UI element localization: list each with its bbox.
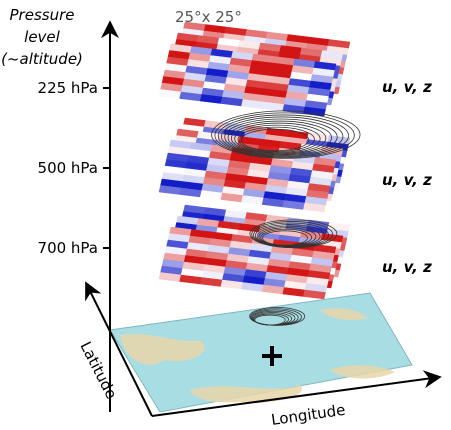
- vortex-ring: [237, 126, 315, 153]
- variables-label: u, v, z: [382, 258, 432, 276]
- field-sheet: [158, 139, 337, 213]
- level-stack: [158, 117, 351, 213]
- field-cell: [303, 202, 326, 213]
- vortex-rings: [211, 110, 361, 326]
- axes: [85, 20, 442, 417]
- level-label: 225 hPa: [38, 79, 98, 97]
- storm-center-marker: [262, 346, 282, 366]
- field-sheet: [158, 43, 337, 117]
- vortex-ring: [221, 116, 344, 157]
- map: [109, 292, 413, 413]
- vortex-ring: [249, 219, 338, 249]
- vortex-ring: [211, 110, 361, 159]
- vortex-ring: [240, 128, 310, 152]
- axis-title-line: Pressure: [10, 6, 75, 24]
- vortex-ring: [249, 307, 306, 326]
- field-sheet: [158, 226, 337, 300]
- latitude-label: Latitude: [76, 339, 120, 402]
- axis-title-line: level: [24, 28, 61, 46]
- axis-title-line: (~altitude): [1, 50, 83, 68]
- vortex-ring: [224, 118, 338, 156]
- level-stack: [158, 204, 351, 300]
- level-label: 700 hPa: [38, 239, 98, 257]
- variables-label: u, v, z: [382, 78, 432, 96]
- level-label: 500 hPa: [38, 159, 98, 177]
- vortex-ring: [230, 122, 327, 154]
- level-stack: [158, 21, 351, 117]
- grid-size-label: 25°x 25°: [175, 8, 242, 26]
- vortex-ring: [234, 124, 321, 153]
- vortex-ring: [227, 120, 332, 155]
- vortex-ring: [217, 114, 350, 158]
- vortex-ring: [214, 112, 355, 158]
- variables-label: u, v, z: [382, 171, 432, 189]
- field-cell: [303, 289, 326, 300]
- longitude-label: Longitude: [270, 401, 346, 426]
